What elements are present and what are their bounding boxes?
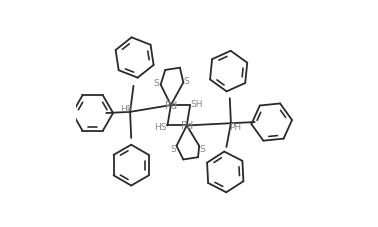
Text: Pd: Pd — [181, 121, 193, 131]
Text: S: S — [184, 76, 190, 85]
Text: HP: HP — [120, 105, 132, 114]
Text: SH: SH — [190, 100, 203, 109]
Text: S: S — [153, 79, 159, 88]
Text: PH: PH — [229, 122, 241, 131]
Text: S: S — [170, 144, 176, 153]
Text: HS: HS — [154, 123, 166, 131]
Text: S: S — [200, 144, 206, 153]
Text: Pd: Pd — [165, 101, 177, 111]
